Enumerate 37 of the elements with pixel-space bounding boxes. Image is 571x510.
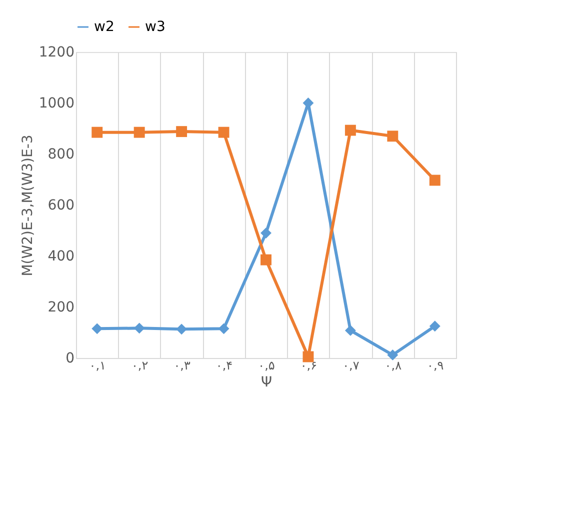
x-tick-label: ۰,۲ [131, 358, 148, 372]
point [260, 228, 272, 239]
x-axis-title: Ψ [260, 374, 272, 390]
point [429, 320, 440, 332]
x-tick-label: ۰,۶ [300, 358, 318, 372]
y-tick-label: 200 [48, 300, 74, 316]
point [176, 324, 188, 335]
x-tick-label: ۰,۳ [174, 358, 191, 372]
x-tick-label: ۰,۸ [384, 358, 402, 372]
point [344, 324, 356, 336]
y-tick-label: 800 [48, 146, 74, 162]
point [92, 126, 103, 138]
point [387, 349, 398, 360]
point [176, 126, 188, 138]
x-tick-label: ۰,۴ [216, 358, 233, 372]
y-tick-label: 1200 [38, 44, 74, 60]
point [387, 130, 398, 142]
legend-label: w2 [94, 19, 114, 35]
x-tick-label: ۰,۹ [427, 358, 444, 372]
point [344, 124, 356, 136]
x-tick-label: ۰,۷ [342, 358, 360, 372]
x-tick-label: ۰,۵ [258, 358, 275, 372]
y-tick-label: 600 [48, 198, 74, 214]
point [429, 174, 440, 186]
y-tick-label: 0 [66, 350, 74, 366]
point [134, 322, 145, 334]
point [260, 254, 272, 266]
legend-label: w3 [145, 19, 166, 35]
point [218, 323, 230, 334]
y-axis-title: M(W2)E-3,M(W3)E-3 [20, 134, 36, 276]
y-tick-label: 400 [48, 248, 74, 264]
y-tick-label: 1000 [38, 96, 74, 112]
point [134, 126, 145, 138]
x-tick-label: ۰,۱ [89, 358, 106, 372]
point [218, 126, 230, 138]
point [302, 351, 314, 362]
point [92, 323, 103, 334]
